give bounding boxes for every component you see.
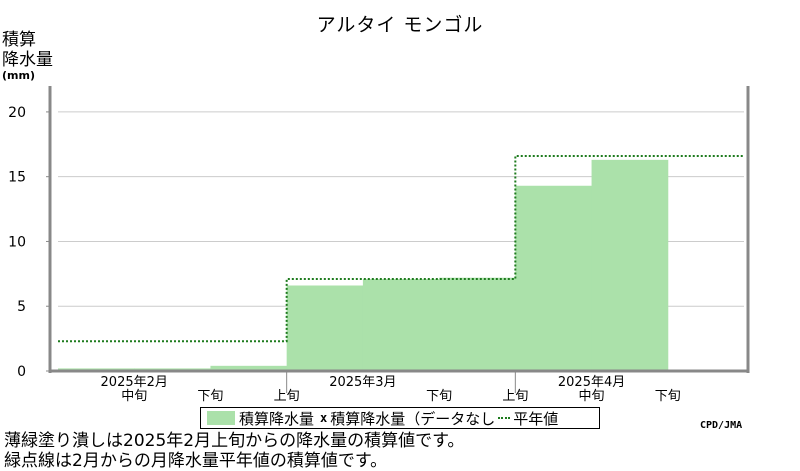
- y-tick-label: 0: [17, 364, 26, 380]
- area-segment: [210, 365, 288, 371]
- chart-title: アルタイ モンゴル: [316, 14, 484, 36]
- credit-label: CPD/JMA: [700, 420, 743, 431]
- area-segment: [591, 159, 669, 371]
- y-tick-label: 20: [8, 105, 26, 121]
- legend-item-accumulated: 積算降水量: [239, 409, 315, 428]
- note-line-2: 緑点線は2月からの月降水量平年値の積算値です。: [4, 451, 388, 471]
- y-axis-label-line-2: 降水量: [2, 50, 53, 70]
- x-tick-label-decade: 中旬: [121, 389, 147, 404]
- x-tick-label-decade: 上旬: [502, 389, 528, 404]
- x-tick-label-month: 2025年3月: [329, 375, 396, 390]
- legend-swatch-fill: [207, 411, 235, 425]
- legend-missing-mark: x: [320, 411, 328, 425]
- note-line-1: 薄緑塗り潰しは2025年2月上旬からの降水量の積算値です。: [4, 431, 465, 451]
- legend-item-normal: 平年値: [513, 409, 559, 428]
- normal-step-line: [58, 154, 744, 343]
- area-segment: [515, 185, 593, 371]
- y-tick-label: 15: [8, 170, 26, 186]
- y-axis-label-line-1: 積算: [2, 30, 36, 50]
- x-tick-label-month: 2025年2月: [101, 375, 168, 390]
- x-tick-label-decade: 下旬: [197, 389, 223, 404]
- x-tick-label-decade: 中旬: [579, 389, 605, 404]
- x-tick-label-decade: 上旬: [274, 389, 300, 404]
- area-segment: [286, 285, 364, 371]
- area-segment: [439, 277, 516, 371]
- y-tick-label: 5: [17, 299, 26, 315]
- x-tick-label-decade: 下旬: [426, 389, 452, 404]
- y-axis-unit: (mm): [2, 69, 35, 82]
- x-tick-label-month: 2025年4月: [558, 375, 625, 390]
- chart-legend: 積算降水量 x 積算降水量（データなし 平年値: [200, 407, 600, 429]
- y-axis-label: 積算 降水量 (mm): [2, 30, 53, 82]
- area-segment: [362, 279, 440, 371]
- legend-dotted-line-icon: [498, 417, 511, 419]
- x-tick-label-decade: 下旬: [655, 389, 681, 404]
- legend-item-missing-pre: 積算降水量（データなし: [330, 409, 496, 428]
- y-tick-label: 10: [8, 234, 26, 250]
